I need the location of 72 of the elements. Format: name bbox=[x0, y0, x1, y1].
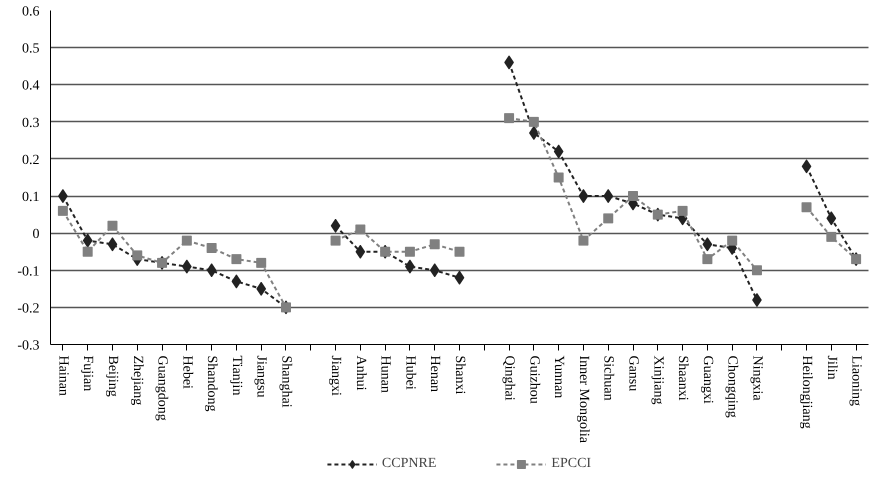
point bbox=[802, 202, 812, 212]
point bbox=[752, 265, 762, 276]
point bbox=[355, 224, 366, 234]
x-tick-label: Shandong bbox=[204, 356, 220, 412]
y-tick-label: 0.4 bbox=[22, 78, 40, 94]
point bbox=[727, 236, 738, 246]
x-tick-label: Jilin bbox=[824, 356, 839, 380]
point bbox=[231, 254, 242, 264]
point bbox=[206, 243, 217, 254]
point bbox=[454, 246, 464, 257]
y-tick-label: 0.6 bbox=[22, 4, 40, 20]
point bbox=[603, 189, 614, 204]
point bbox=[404, 246, 415, 257]
x-tick-label: Beijing bbox=[104, 356, 120, 397]
point bbox=[578, 236, 588, 246]
x-tick-label: Qinghai bbox=[502, 356, 517, 401]
x-tick-label: Chongqing bbox=[724, 356, 740, 418]
x-tick-label: Guizhou bbox=[526, 356, 542, 404]
x-tick-label: Jiangsu bbox=[254, 356, 269, 398]
point bbox=[826, 211, 836, 226]
x-tick-label: Hunan bbox=[378, 356, 393, 393]
x-tick-label: Xinjiang bbox=[650, 356, 666, 404]
point bbox=[430, 239, 440, 250]
point bbox=[826, 232, 836, 242]
legend-label: EPCCI bbox=[551, 456, 592, 472]
x-tick-label: Shanxi bbox=[452, 356, 467, 394]
point bbox=[628, 191, 638, 202]
point bbox=[330, 236, 341, 246]
x-tick-label: Gansu bbox=[626, 356, 641, 392]
x-tick-label: Guangxi bbox=[700, 356, 715, 404]
x-tick-label: Henan bbox=[427, 356, 442, 392]
y-tick-label: 0.2 bbox=[22, 152, 40, 168]
x-tick-label: Shanghai bbox=[278, 356, 294, 408]
x-tick-label: Yunnan bbox=[551, 356, 566, 398]
point bbox=[702, 254, 712, 264]
point bbox=[107, 220, 118, 231]
legend-label: CCPNRE bbox=[382, 456, 436, 472]
x-tick-label: Heilongjiang bbox=[799, 356, 814, 429]
x-tick-label: Anhui bbox=[352, 356, 368, 391]
x-tick-label: Tianjin bbox=[228, 356, 244, 396]
y-tick-label: 0.1 bbox=[22, 190, 40, 206]
point bbox=[82, 246, 93, 257]
point bbox=[554, 172, 564, 182]
x-tick-label: Ningxia bbox=[749, 356, 764, 402]
x-tick-label: Hubei bbox=[402, 356, 418, 390]
point bbox=[256, 258, 266, 268]
y-tick-label: 0.3 bbox=[22, 116, 40, 131]
y-tick-label: 0.5 bbox=[22, 42, 40, 57]
point bbox=[82, 234, 93, 248]
x-tick-label: Liaoning bbox=[848, 356, 864, 406]
point bbox=[504, 113, 514, 124]
point bbox=[58, 206, 68, 216]
x-tick-label: Inner Mongolia bbox=[576, 356, 591, 444]
y-tick-label: -0.3 bbox=[17, 338, 40, 354]
point bbox=[603, 213, 614, 224]
x-tick-label: Guangdong bbox=[154, 356, 170, 421]
point bbox=[528, 116, 539, 127]
point bbox=[256, 282, 266, 296]
y-tick-label: -0.1 bbox=[17, 264, 40, 280]
point bbox=[430, 263, 440, 278]
x-tick-label: Shaanxi bbox=[675, 356, 690, 401]
point bbox=[678, 206, 688, 216]
x-tick-label: Sichuan bbox=[600, 356, 616, 401]
x-tick-label: Hebei bbox=[179, 356, 194, 390]
x-tick-label: Zhejiang bbox=[130, 356, 145, 406]
x-tick-label: Jiangxi bbox=[328, 356, 344, 396]
x-tick-label: Fujian bbox=[80, 356, 96, 392]
y-tick-label: -0.2 bbox=[17, 301, 40, 316]
point bbox=[132, 250, 142, 260]
x-tick-label: Hainan bbox=[55, 356, 70, 396]
point bbox=[182, 236, 192, 246]
y-tick-label: 0 bbox=[32, 227, 40, 242]
